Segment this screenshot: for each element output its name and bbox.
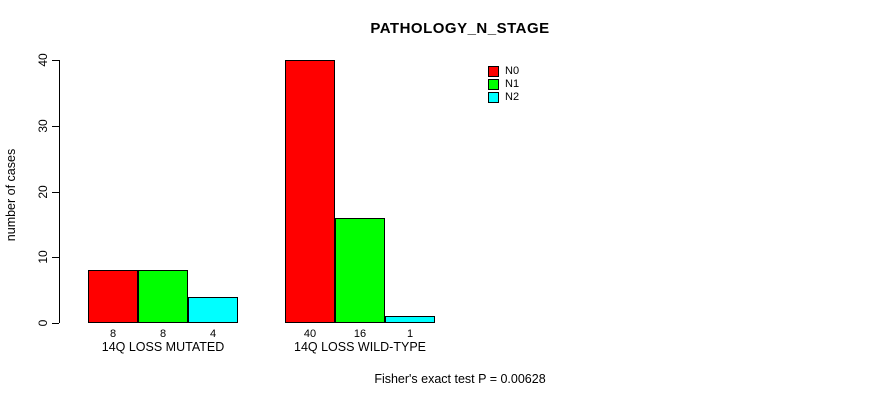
bar-value-label: 40 xyxy=(303,328,317,340)
bar-N2-14q-loss-mutated xyxy=(188,296,238,323)
legend-swatch-N2 xyxy=(488,92,499,103)
y-axis-tick-label: 30 xyxy=(36,119,50,133)
y-axis-tick xyxy=(52,125,59,127)
legend-row: N1 xyxy=(488,79,519,90)
y-axis-tick xyxy=(52,191,59,193)
legend-label: N1 xyxy=(505,78,520,90)
bar-N0-14q-loss-mutated xyxy=(88,270,138,323)
category-label: 14Q LOSS WILD-TYPE xyxy=(294,340,426,354)
legend: N0 N1 N2 xyxy=(488,66,519,105)
bar-N1-14q-loss-wild-type xyxy=(335,217,385,323)
bar-N0-14q-loss-wild-type xyxy=(285,60,335,323)
chart-title: PATHOLOGY_N_STAGE xyxy=(370,20,550,37)
bar-value-label: 8 xyxy=(159,328,167,340)
y-axis-line xyxy=(59,60,60,323)
y-axis-tick-label: 0 xyxy=(36,319,50,327)
y-axis-tick-label: 40 xyxy=(36,53,50,67)
legend-row: N0 xyxy=(488,66,519,77)
legend-label: N0 xyxy=(505,65,520,77)
bar-value-label: 8 xyxy=(109,328,117,340)
annotation-text: Fisher's exact test P = 0.00628 xyxy=(374,372,546,386)
legend-swatch-N1 xyxy=(488,79,499,90)
category-label: 14Q LOSS MUTATED xyxy=(101,340,225,354)
bar-value-label: 16 xyxy=(353,328,367,340)
y-axis-tick-label: 20 xyxy=(36,184,50,199)
bar-value-label: 4 xyxy=(209,328,217,340)
y-axis-tick xyxy=(52,323,59,324)
y-axis-tick xyxy=(52,60,59,61)
legend-label: N2 xyxy=(505,91,520,103)
legend-swatch-N0 xyxy=(488,66,499,77)
y-axis-tick-label: 10 xyxy=(36,250,50,264)
y-axis-label: number of cases xyxy=(4,148,18,242)
legend-row: N2 xyxy=(488,92,519,103)
bar-N1-14q-loss-mutated xyxy=(138,270,188,323)
bar-value-label: 1 xyxy=(406,328,414,340)
y-axis-tick xyxy=(52,257,59,259)
bar-N2-14q-loss-wild-type xyxy=(385,316,435,323)
